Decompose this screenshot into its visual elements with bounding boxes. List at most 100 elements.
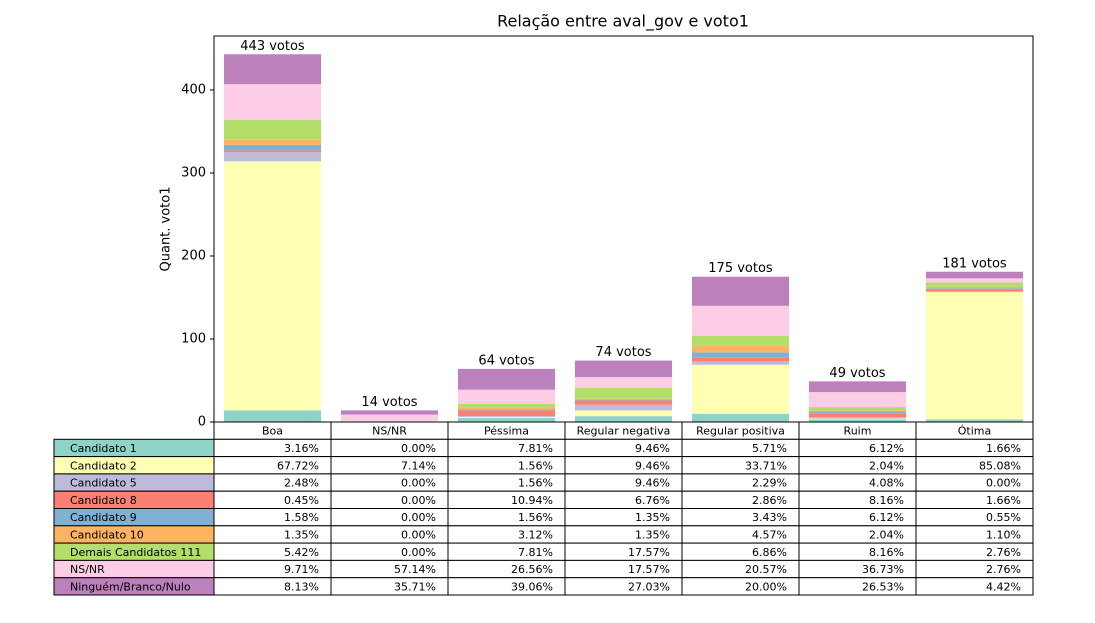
total-label: 181 votos xyxy=(942,256,1007,271)
y-tick-label: 200 xyxy=(181,248,206,263)
table-cell-text: 1.56% xyxy=(518,459,553,472)
bar-segment xyxy=(808,419,907,422)
table-cell-text: 1.56% xyxy=(518,477,553,490)
table-row-label: NS/NR xyxy=(70,563,105,576)
table-row-label: Candidato 2 xyxy=(70,459,137,472)
y-tick-label: 400 xyxy=(181,82,206,97)
table-cell-text: 0.00% xyxy=(401,494,436,507)
bar-segment xyxy=(925,271,1024,279)
bar-segment xyxy=(223,150,322,153)
bar-segment xyxy=(808,418,907,420)
table-column-header: NS/NR xyxy=(372,425,407,438)
table-row-label: Candidato 8 xyxy=(70,494,137,507)
table-cell-text: 27.03% xyxy=(628,580,670,593)
bar-segment xyxy=(691,413,790,422)
table-row-label: Candidato 9 xyxy=(70,511,137,524)
bar-segment xyxy=(925,282,1024,287)
table-cell-text: 67.72% xyxy=(277,459,319,472)
bar-segment xyxy=(574,404,673,411)
table-cell-text: 2.04% xyxy=(869,459,904,472)
table-column-header: Regular positiva xyxy=(696,425,785,438)
bar-segment xyxy=(457,417,556,422)
table-cell-text: 26.53% xyxy=(862,580,904,593)
bar-segment xyxy=(808,410,907,412)
table-cell-text: 6.12% xyxy=(869,511,904,524)
bar-segment xyxy=(574,360,673,378)
table-column-header: Ruim xyxy=(844,425,872,438)
table-cell-text: 7.81% xyxy=(518,546,553,559)
table-cell-text: 1.58% xyxy=(284,511,319,524)
chart-title: Relação entre aval_gov e voto1 xyxy=(497,12,749,32)
bar-segment xyxy=(691,352,790,358)
table-cell-text: 1.35% xyxy=(284,528,319,541)
bar-segment xyxy=(574,400,673,405)
table-row-label: Candidato 5 xyxy=(70,477,137,490)
bar-segment xyxy=(691,276,790,306)
bar-segment xyxy=(574,387,673,399)
bar-segment xyxy=(457,368,556,390)
table-row-label: Candidato 10 xyxy=(70,528,144,541)
bar-segment xyxy=(340,410,439,415)
table-cell-text: 0.00% xyxy=(401,511,436,524)
table-row-label: Candidato 1 xyxy=(70,442,137,455)
bar-segment xyxy=(574,377,673,388)
bar-segment xyxy=(925,288,1024,290)
y-tick-label: 100 xyxy=(181,331,206,346)
table-cell-text: 9.46% xyxy=(635,477,670,490)
bar-segment xyxy=(223,119,322,140)
bar-segment xyxy=(808,413,907,418)
total-label: 74 votos xyxy=(595,345,651,360)
table-cell-text: 9.46% xyxy=(635,442,670,455)
table-cell-text: 0.00% xyxy=(401,442,436,455)
bar-segment xyxy=(808,392,907,408)
bar-segment xyxy=(457,416,556,418)
table-cell-text: 1.66% xyxy=(986,442,1021,455)
table-cell-text: 0.00% xyxy=(401,528,436,541)
bar-segment xyxy=(457,409,556,411)
table-cell-text: 3.12% xyxy=(518,528,553,541)
table-cell-text: 3.16% xyxy=(284,442,319,455)
y-axis-label: Quant. voto1 xyxy=(159,186,174,271)
table-cell-text: 2.29% xyxy=(752,477,787,490)
bar-segment xyxy=(223,144,322,151)
table-cell-text: 20.00% xyxy=(745,580,787,593)
table-cell-text: 6.12% xyxy=(869,442,904,455)
table-cell-text: 4.08% xyxy=(869,477,904,490)
table-cell-text: 7.14% xyxy=(401,459,436,472)
bar-segment xyxy=(808,417,907,419)
bar-segment xyxy=(223,84,322,120)
table-cell-text: 36.73% xyxy=(862,563,904,576)
table-cell-text: 0.00% xyxy=(401,477,436,490)
total-label: 14 votos xyxy=(361,395,417,410)
bar-segment xyxy=(574,398,673,400)
y-tick-label: 300 xyxy=(181,165,206,180)
table-cell-text: 9.46% xyxy=(635,459,670,472)
table-cell-text: 4.42% xyxy=(986,580,1021,593)
total-label: 49 votos xyxy=(829,366,885,381)
bar-segment xyxy=(223,410,322,422)
table-column-header: Regular negativa xyxy=(577,425,671,438)
total-label: 175 votos xyxy=(708,261,773,276)
table-cell-text: 6.76% xyxy=(635,494,670,507)
y-tick-label: 0 xyxy=(198,415,206,430)
table-cell xyxy=(915,577,1034,596)
total-label: 64 votos xyxy=(478,353,534,368)
table-cell-text: 20.57% xyxy=(745,563,787,576)
table-column-header: Boa xyxy=(262,425,283,438)
table-cell-text: 85.08% xyxy=(979,459,1021,472)
bar-segment xyxy=(574,399,673,401)
table-cell-text: 0.45% xyxy=(284,494,319,507)
table-cell-text: 0.00% xyxy=(401,546,436,559)
table-cell-text: 2.76% xyxy=(986,563,1021,576)
bar-segment xyxy=(691,345,790,353)
bar-segment xyxy=(925,291,1024,420)
bar-segment xyxy=(691,305,790,336)
table-cell-text: 35.71% xyxy=(394,580,436,593)
total-label: 443 votos xyxy=(240,39,305,54)
table-cell-text: 9.71% xyxy=(284,563,319,576)
table-column-header: Péssima xyxy=(484,425,529,438)
table-cell-text: 3.43% xyxy=(752,511,787,524)
bar-segment xyxy=(457,403,556,408)
bar-segment xyxy=(925,286,1024,289)
